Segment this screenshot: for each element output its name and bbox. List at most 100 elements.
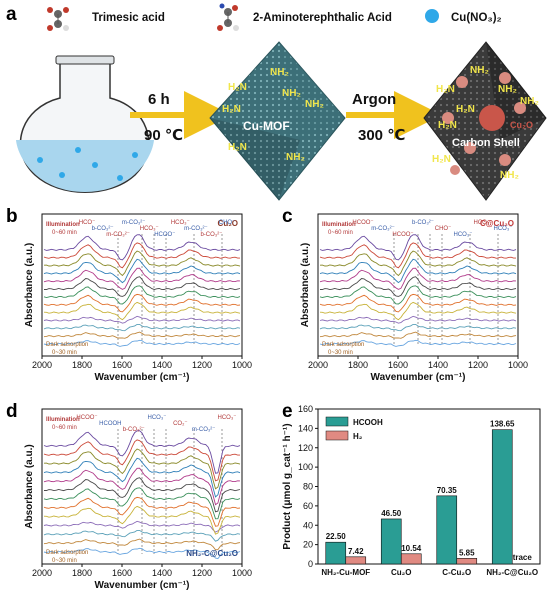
- illumination-label: Illumination: [46, 222, 80, 228]
- x-tick-label: 1200: [468, 360, 488, 370]
- x-tick-label: 1600: [388, 360, 408, 370]
- spectrum-trace: [319, 250, 517, 277]
- dark-adsorption-label: Dark adsorption: [46, 550, 88, 556]
- amine-label: NH₂: [270, 67, 289, 78]
- x-tick-label: 1200: [192, 568, 212, 578]
- species-annotation: HCO₃⁻: [454, 232, 473, 238]
- amine-label: H₂N: [222, 104, 241, 115]
- species-annotation: b-CO₃²⁻: [92, 226, 114, 232]
- spectrum-trace: [43, 430, 241, 474]
- y-axis-label: Absorbance (a.u.): [24, 243, 35, 327]
- bar-value-label: 10.54: [401, 544, 422, 553]
- species-annotation: m-CO₃²⁻: [192, 427, 216, 433]
- x-tick-label: 1400: [152, 360, 172, 370]
- spectra-panel-b: 2000 1800 1600 1400 1200 1000 Wavenumber (cm⁻¹…: [24, 213, 252, 383]
- species-annotation: m-CO₃²⁻: [106, 232, 130, 238]
- sample-label: Cu₂O: [218, 219, 238, 228]
- step1-time: 6 h: [148, 91, 170, 108]
- spectrum-trace: [44, 276, 241, 297]
- x-tick-label: 1000: [508, 360, 528, 370]
- amine-label: NH₂: [500, 170, 519, 181]
- species-annotation: HCO₃⁻: [494, 226, 513, 232]
- amine-label: H₂N: [228, 82, 247, 93]
- amine-label: NH₂: [305, 99, 324, 110]
- category-label: C-Cu₂O: [442, 568, 471, 577]
- carbon-shell-octahedron: [423, 41, 547, 201]
- bar-value-label: trace: [513, 553, 533, 562]
- step2-gas: Argon: [352, 91, 396, 108]
- spectrum-trace: [44, 477, 241, 513]
- y-axis-label: Product (μmol g_cat⁻¹ h⁻¹): [282, 423, 293, 549]
- y-tick-label: 140: [298, 423, 313, 433]
- spectrum-trace: [43, 258, 241, 284]
- spectrum-trace: [319, 234, 517, 261]
- legend-swatch: [325, 430, 349, 441]
- reagent-aminoterephthalic-acid: 2-Aminoterephthalic Acid: [253, 12, 392, 24]
- spectrum-trace: [319, 267, 517, 290]
- aminoterephthalic-molecule-icon: [217, 3, 239, 31]
- spectrum-trace: [43, 250, 241, 277]
- amine-label: NH₂: [470, 65, 489, 76]
- species-annotation: m-CO₃²⁻: [184, 226, 208, 232]
- x-tick-label: 1400: [152, 568, 172, 578]
- species-annotation: HCOO⁻: [352, 220, 373, 226]
- panel-label-d: d: [6, 401, 18, 422]
- plot-frame: [317, 213, 519, 357]
- y-axis-label: Absorbance (a.u.): [300, 243, 311, 327]
- amine-label: NH₂: [498, 84, 517, 95]
- species-annotation: HCO₃⁻: [148, 415, 167, 421]
- species-annotation: b-CO₃²⁻: [412, 220, 434, 226]
- bar: [325, 541, 347, 565]
- y-tick-label: 120: [298, 443, 313, 453]
- dark-adsorption-time: 0~30 min: [52, 558, 77, 564]
- x-tick-label: 2000: [32, 568, 52, 578]
- x-tick-label: 1000: [232, 360, 252, 370]
- trimesic-acid-molecule-icon: [47, 7, 69, 31]
- step2-temperature: 300 ℃: [358, 127, 405, 144]
- species-annotation: CHO⁻: [219, 220, 236, 226]
- dark-adsorption-label: Dark adsorption: [322, 342, 364, 348]
- legend-swatch: [325, 416, 349, 427]
- spectrum-trace: [43, 529, 241, 542]
- spectra-panel-d: 2000 1800 1600 1400 1200 1000 Wavenumber (cm⁻¹…: [24, 408, 252, 591]
- species-annotation: b-CO₃²⁻: [200, 232, 222, 238]
- y-tick-label: 40: [303, 520, 313, 530]
- species-annotation: HCO₃⁻: [474, 220, 493, 226]
- y-tick-label: 160: [298, 404, 313, 414]
- amine-label: H₂N: [456, 104, 475, 115]
- dark-adsorption-time: 0~30 min: [52, 350, 77, 356]
- bar: [400, 553, 422, 565]
- species-annotation: HCO⁻: [79, 220, 96, 226]
- plot-frame: [41, 213, 243, 357]
- spectrum-trace: [43, 267, 241, 290]
- amine-label: NH₂: [282, 88, 301, 99]
- spectrum-trace: [43, 448, 241, 490]
- spectrum-trace: [43, 301, 241, 321]
- panel-label-e: e: [282, 401, 293, 422]
- illumination-label: Illumination: [322, 222, 356, 228]
- panel-label-b: b: [6, 206, 18, 227]
- spectrum-trace: [43, 547, 241, 560]
- illumination-label: Illumination: [46, 417, 80, 423]
- mof-label: Cu-MOF: [243, 119, 290, 133]
- spectrum-trace: [43, 285, 241, 305]
- spectrum-trace: [319, 339, 517, 347]
- legend-label: H₂: [353, 432, 363, 441]
- spectrum-trace: [43, 439, 240, 482]
- amine-label: H₂N: [432, 154, 451, 165]
- spectra-panel-c: 2000 1800 1600 1400 1200 1000 Wavenumber (cm⁻¹…: [300, 213, 528, 383]
- spectrum-trace: [319, 323, 517, 332]
- amine-label: H₂N: [438, 120, 457, 131]
- bar-value-label: 70.35: [437, 486, 458, 495]
- spectrum-trace: [43, 487, 241, 520]
- cu2o-core-label: Cu₂O: [510, 120, 533, 130]
- bar-value-label: 7.42: [348, 547, 364, 556]
- spectrum-trace: [319, 242, 516, 269]
- panel-label-c: c: [282, 206, 293, 227]
- species-annotation: HCOO⁻: [76, 415, 97, 421]
- illumination-time: 0~60 min: [328, 230, 353, 236]
- species-annotation: CO₂⁻: [173, 421, 188, 427]
- round-flask-icon: [16, 55, 154, 193]
- spectrum-trace: [319, 301, 517, 321]
